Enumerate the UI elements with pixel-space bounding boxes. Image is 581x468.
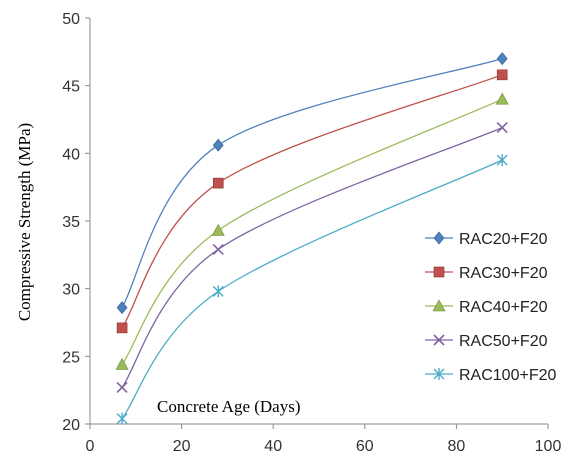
legend-label: RAC30+F20 bbox=[459, 265, 548, 282]
legend-label: RAC40+F20 bbox=[459, 299, 548, 316]
series-line bbox=[121, 74, 503, 329]
y-tick-label: 25 bbox=[62, 349, 80, 366]
legend-item: RAC40+F20 bbox=[425, 299, 548, 316]
data-point bbox=[212, 285, 224, 298]
y-tick-label: 30 bbox=[62, 282, 80, 299]
legend-item: RAC50+F20 bbox=[425, 333, 548, 350]
x-tick-label: 80 bbox=[448, 438, 466, 455]
data-point bbox=[496, 52, 508, 66]
legend-item: RAC20+F20 bbox=[425, 231, 548, 248]
x-tick-label: 20 bbox=[173, 438, 191, 455]
series-1 bbox=[116, 52, 508, 315]
data-point bbox=[496, 69, 508, 81]
series-3 bbox=[115, 92, 509, 370]
y-tick-label: 35 bbox=[62, 214, 80, 231]
y-tick-label: 45 bbox=[62, 79, 80, 96]
series-line bbox=[121, 98, 503, 365]
series-line bbox=[121, 159, 503, 419]
series-line bbox=[121, 57, 503, 308]
data-point bbox=[496, 154, 508, 167]
data-point bbox=[116, 381, 128, 394]
y-tick-label: 50 bbox=[62, 11, 80, 28]
data-point bbox=[116, 412, 128, 425]
legend-marker bbox=[433, 231, 445, 245]
y-axis-title: Compressive Strength (MPa) bbox=[15, 123, 34, 321]
legend-item: RAC30+F20 bbox=[425, 265, 548, 282]
legend-marker bbox=[433, 368, 445, 380]
x-axis-title: Concrete Age (Days) bbox=[157, 397, 301, 416]
legend-marker bbox=[433, 334, 445, 346]
x-tick-label: 100 bbox=[535, 438, 562, 455]
legend-label: RAC20+F20 bbox=[459, 231, 548, 248]
data-point bbox=[116, 322, 128, 334]
legend-label: RAC50+F20 bbox=[459, 333, 548, 350]
legend: RAC20+F20 RAC30+F20 RAC40+F20 RAC50+F20 RAC1… bbox=[425, 231, 556, 384]
data-point bbox=[212, 243, 224, 255]
series-layer bbox=[115, 52, 509, 425]
y-tick-label: 40 bbox=[62, 146, 80, 163]
x-tick-label: 0 bbox=[86, 438, 95, 455]
axes: 20 25 30 35 40 45 50 0 20 40 60 80 100 bbox=[62, 11, 561, 455]
data-point bbox=[115, 357, 129, 370]
legend-label: RAC100+F20 bbox=[459, 367, 556, 384]
data-point bbox=[212, 177, 224, 189]
x-tick-label: 40 bbox=[264, 438, 282, 455]
data-point bbox=[496, 122, 508, 134]
data-point bbox=[211, 223, 225, 236]
legend-marker bbox=[432, 299, 446, 312]
series-4 bbox=[116, 122, 508, 394]
series-line bbox=[121, 127, 503, 388]
legend-item: RAC100+F20 bbox=[425, 367, 556, 384]
series-5 bbox=[116, 154, 508, 425]
series-2 bbox=[116, 69, 508, 334]
data-point bbox=[495, 92, 509, 105]
legend-marker bbox=[433, 266, 445, 278]
y-tick-label: 20 bbox=[62, 417, 80, 434]
data-point bbox=[116, 301, 128, 315]
data-point bbox=[212, 138, 224, 152]
x-tick-label: 60 bbox=[356, 438, 374, 455]
